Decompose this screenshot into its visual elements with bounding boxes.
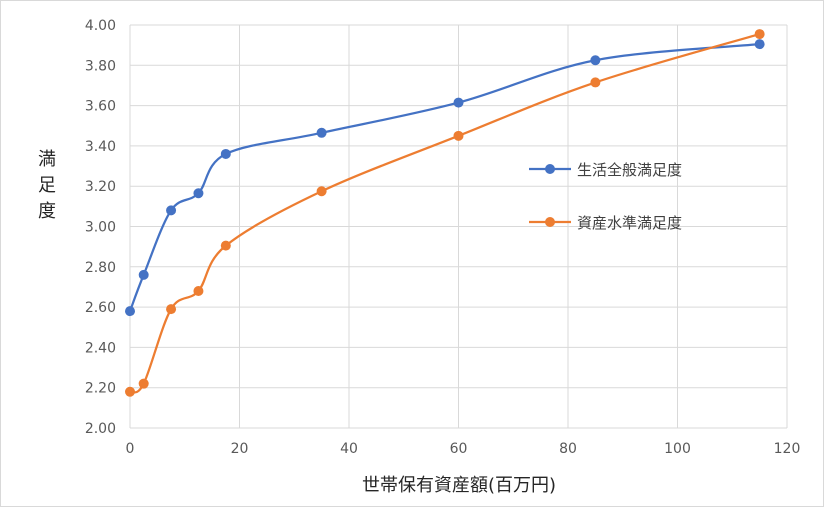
series-1 (125, 39, 765, 317)
y-axis-title: 満足度 (38, 149, 56, 222)
series-2 (125, 29, 765, 397)
y-axis-title-char: 度 (38, 201, 56, 222)
y-tick-label: 2.80 (85, 260, 116, 276)
y-tick-label: 2.60 (85, 300, 116, 316)
legend-label: 生活全般満足度 (577, 161, 682, 179)
y-tick-label: 2.40 (85, 340, 116, 356)
y-tick-label: 3.00 (85, 220, 116, 236)
data-point (166, 205, 177, 216)
data-point (220, 148, 231, 159)
y-tick-label: 2.00 (85, 421, 116, 437)
x-axis-title: 世帯保有資産額(百万円) (362, 475, 556, 496)
x-tick-label: 80 (559, 441, 577, 457)
legend-item: 生活全般満足度 (529, 161, 682, 179)
data-point (193, 188, 204, 199)
data-point (754, 29, 765, 40)
gridlines (129, 24, 788, 429)
data-point (590, 77, 601, 88)
y-tick-label: 2.20 (85, 381, 116, 397)
y-axis-tick-labels: 2.00 2.20 2.40 2.60 2.80 3.00 3.20 3.40 3.60 3.80… (85, 18, 116, 437)
data-point (453, 130, 464, 141)
y-tick-label: 3.80 (85, 58, 116, 74)
data-point (754, 39, 765, 50)
data-point (125, 306, 135, 317)
data-point (316, 127, 327, 138)
y-tick-label: 3.20 (85, 179, 116, 195)
x-tick-label: 100 (664, 441, 691, 457)
data-point (138, 269, 149, 280)
y-tick-label: 4.00 (85, 18, 116, 34)
data-point (220, 240, 231, 251)
x-tick-label: 40 (340, 441, 358, 457)
x-tick-label: 0 (126, 441, 135, 457)
data-point (166, 304, 177, 315)
x-axis-tick-labels: 0 20 40 60 80 100 120 (126, 441, 801, 457)
legend-marker (545, 164, 555, 174)
data-point (590, 55, 601, 66)
y-axis-title-char: 満 (38, 149, 56, 170)
legend-label: 資産水準満足度 (577, 214, 682, 232)
data-point (316, 186, 327, 197)
x-tick-label: 20 (231, 441, 249, 457)
data-point (138, 378, 149, 389)
y-tick-label: 3.60 (85, 99, 116, 115)
y-tick-label: 3.40 (85, 139, 116, 155)
x-tick-label: 60 (450, 441, 468, 457)
data-point (125, 386, 135, 397)
data-point (193, 285, 204, 296)
legend-marker (545, 217, 555, 227)
legend-item: 資産水準満足度 (529, 214, 682, 232)
data-point (453, 97, 464, 108)
x-tick-label: 120 (774, 441, 801, 457)
series-lines (125, 29, 765, 397)
y-axis-title-char: 足 (38, 175, 56, 196)
